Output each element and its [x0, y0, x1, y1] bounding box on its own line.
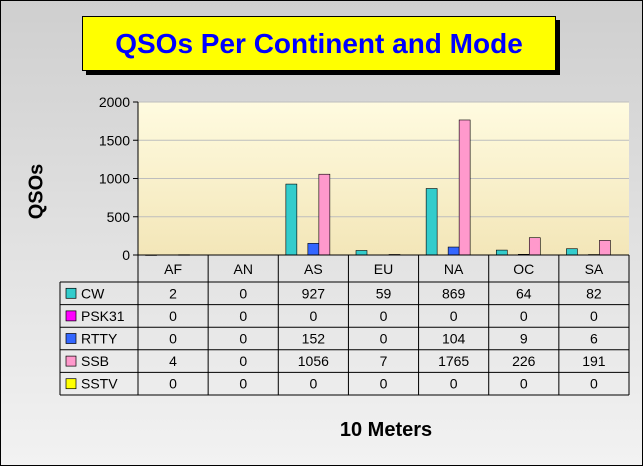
legend-label: PSK31: [81, 308, 125, 324]
data-label: 7: [380, 353, 388, 369]
bar: [307, 243, 320, 256]
data-label: 1056: [298, 353, 329, 369]
category-label: NA: [444, 261, 464, 277]
data-label: 0: [239, 331, 247, 347]
legend-label: CW: [81, 285, 105, 301]
legend-label: RTTY: [81, 331, 118, 347]
legend-label: SSB: [81, 353, 109, 369]
data-label: 191: [582, 353, 606, 369]
bar: [495, 249, 508, 256]
data-label: 152: [302, 331, 326, 347]
data-label: 4: [169, 353, 177, 369]
category-label: AS: [304, 261, 323, 277]
data-label: 0: [380, 376, 388, 392]
data-label: 0: [239, 376, 247, 392]
y-tick-label: 2000: [99, 94, 130, 110]
bar: [425, 188, 438, 256]
data-label: 64: [516, 285, 532, 301]
data-label: 0: [380, 308, 388, 324]
data-label: 6: [590, 331, 598, 347]
data-label: 0: [520, 376, 528, 392]
y-tick-label: 0: [122, 247, 130, 263]
category-label: AF: [164, 261, 182, 277]
data-label: 869: [442, 285, 466, 301]
legend-swatch: [65, 287, 77, 299]
x-axis-label: 10 Meters: [339, 419, 433, 441]
data-label: 0: [450, 308, 458, 324]
data-label: 0: [239, 285, 247, 301]
data-label: 927: [302, 285, 326, 301]
bar: [599, 240, 611, 256]
data-label: 0: [590, 376, 598, 392]
bar: [285, 183, 298, 256]
bar: [566, 248, 578, 256]
data-label: 0: [520, 308, 528, 324]
data-label: 226: [512, 353, 536, 369]
y-tick-label: 500: [107, 209, 131, 225]
data-label: 0: [450, 376, 458, 392]
chart-title: QSOs Per Continent and Mode: [82, 16, 556, 71]
data-label: 0: [309, 376, 317, 392]
bar: [447, 246, 460, 256]
data-label: 0: [590, 308, 598, 324]
data-label: 82: [586, 285, 602, 301]
data-label: 0: [169, 376, 177, 392]
legend-swatch: [65, 310, 77, 322]
category-label: SA: [585, 261, 604, 277]
bar: [318, 173, 331, 256]
data-label: 0: [309, 308, 317, 324]
category-label: EU: [374, 261, 393, 277]
legend-label: SSTV: [81, 376, 118, 392]
bar: [355, 250, 368, 256]
category-label: AN: [233, 261, 252, 277]
data-label: 59: [376, 285, 392, 301]
data-label: 0: [239, 308, 247, 324]
bar: [528, 237, 541, 256]
data-label: 2: [169, 285, 177, 301]
data-label: 0: [169, 308, 177, 324]
data-label: 0: [239, 353, 247, 369]
legend-swatch: [65, 333, 77, 344]
legend-swatch: [65, 355, 77, 367]
data-label: 0: [169, 331, 177, 347]
data-label: 104: [442, 331, 466, 347]
data-label: 1765: [438, 353, 469, 369]
data-label: 9: [520, 331, 528, 347]
category-label: OC: [513, 261, 534, 277]
y-tick-label: 1000: [99, 171, 130, 187]
legend-swatch: [65, 378, 77, 390]
y-tick-label: 1500: [99, 132, 130, 148]
bar: [458, 119, 471, 256]
data-label: 0: [380, 331, 388, 347]
